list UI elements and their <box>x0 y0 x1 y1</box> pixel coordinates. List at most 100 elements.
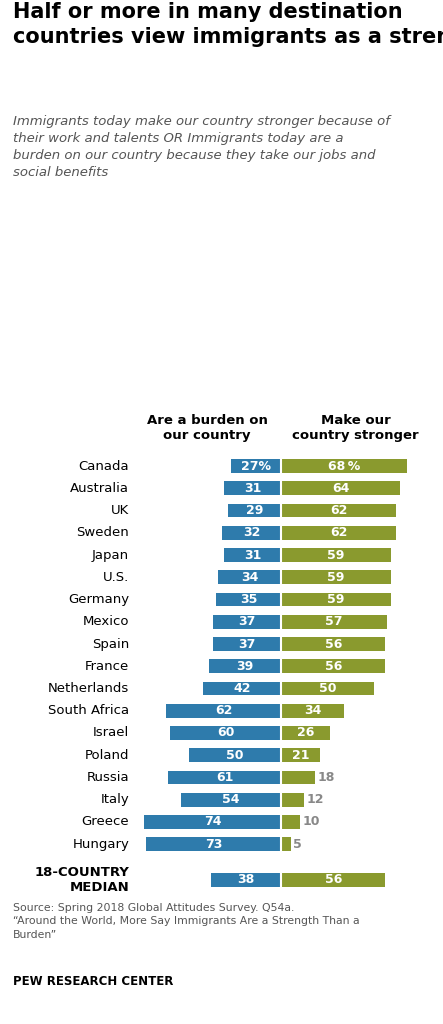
Text: Italy: Italy <box>101 794 129 806</box>
Text: Netherlands: Netherlands <box>48 682 129 695</box>
Text: France: France <box>85 659 129 673</box>
Text: PEW RESEARCH CENTER: PEW RESEARCH CENTER <box>13 975 174 988</box>
Bar <box>181 793 281 807</box>
Text: Make our
country stronger: Make our country stronger <box>292 414 419 441</box>
Text: 12: 12 <box>307 794 324 806</box>
Text: 56: 56 <box>325 873 342 886</box>
Bar <box>228 504 281 517</box>
Bar <box>281 459 408 473</box>
Bar <box>170 726 281 740</box>
Text: 31: 31 <box>244 482 261 495</box>
Text: Germany: Germany <box>68 593 129 606</box>
Text: 62: 62 <box>330 526 347 540</box>
Text: 59: 59 <box>327 593 345 606</box>
Bar <box>222 526 281 540</box>
Bar <box>281 659 385 673</box>
Text: Hungary: Hungary <box>72 838 129 851</box>
Bar <box>281 793 303 807</box>
Text: 68 %: 68 % <box>328 460 361 473</box>
Bar <box>281 872 385 887</box>
Text: 38: 38 <box>237 873 255 886</box>
Text: 54: 54 <box>222 794 240 806</box>
Bar <box>231 459 281 473</box>
Bar <box>281 570 391 585</box>
Bar <box>281 504 396 517</box>
Bar <box>281 838 291 851</box>
Bar <box>281 749 320 762</box>
Text: 5: 5 <box>293 838 302 851</box>
Text: Immigrants today make our country stronger because of
their work and talents OR : Immigrants today make our country strong… <box>13 115 390 178</box>
Text: 31: 31 <box>244 549 261 561</box>
Text: Russia: Russia <box>86 771 129 784</box>
Bar <box>189 749 281 762</box>
Text: Are a burden on
our country: Are a burden on our country <box>147 414 268 441</box>
Text: 50: 50 <box>319 682 336 695</box>
Text: Mexico: Mexico <box>83 615 129 629</box>
Text: Sweden: Sweden <box>77 526 129 540</box>
Bar <box>203 682 281 695</box>
Text: 59: 59 <box>327 570 345 584</box>
Bar <box>166 703 281 718</box>
Text: South Africa: South Africa <box>48 705 129 717</box>
Text: 21: 21 <box>292 749 310 762</box>
Bar <box>281 614 387 629</box>
Text: 35: 35 <box>240 593 257 606</box>
Text: Israel: Israel <box>93 726 129 739</box>
Text: 62: 62 <box>330 504 347 517</box>
Text: 61: 61 <box>216 771 233 784</box>
Bar <box>213 614 281 629</box>
Bar <box>281 726 330 740</box>
Text: 27%: 27% <box>241 460 271 473</box>
Text: Poland: Poland <box>85 749 129 762</box>
Text: 62: 62 <box>215 705 233 717</box>
Text: 18-COUNTRY
MEDIAN: 18-COUNTRY MEDIAN <box>34 865 129 894</box>
Text: 32: 32 <box>243 526 260 540</box>
Text: Spain: Spain <box>92 638 129 650</box>
Text: 39: 39 <box>237 659 254 673</box>
Bar <box>146 838 281 851</box>
Text: 59: 59 <box>327 549 345 561</box>
Text: 10: 10 <box>303 815 320 828</box>
Bar <box>213 637 281 651</box>
Text: Canada: Canada <box>78 460 129 473</box>
Bar <box>281 593 391 606</box>
Text: 50: 50 <box>226 749 244 762</box>
Bar <box>281 481 400 496</box>
Bar <box>211 872 281 887</box>
Bar <box>281 703 344 718</box>
Bar <box>281 526 396 540</box>
Text: 34: 34 <box>241 570 258 584</box>
Text: Japan: Japan <box>92 549 129 561</box>
Text: 26: 26 <box>297 726 314 739</box>
Bar <box>224 548 281 562</box>
Bar <box>216 593 281 606</box>
Text: Greece: Greece <box>82 815 129 828</box>
Text: 18: 18 <box>318 771 335 784</box>
Bar <box>209 659 281 673</box>
Text: 64: 64 <box>332 482 350 495</box>
Text: 37: 37 <box>238 615 256 629</box>
Bar <box>281 771 315 784</box>
Text: 56: 56 <box>325 638 342 650</box>
Bar <box>281 548 391 562</box>
Bar <box>281 637 385 651</box>
Text: 56: 56 <box>325 659 342 673</box>
Bar <box>144 815 281 828</box>
Text: 60: 60 <box>217 726 234 739</box>
Bar <box>281 815 300 828</box>
Text: 29: 29 <box>246 504 263 517</box>
Text: 34: 34 <box>304 705 322 717</box>
Bar <box>224 481 281 496</box>
Text: Source: Spring 2018 Global Attitudes Survey. Q54a.
“Around the World, More Say I: Source: Spring 2018 Global Attitudes Sur… <box>13 903 360 940</box>
Text: Half or more in many destination
countries view immigrants as a strength: Half or more in many destination countri… <box>13 2 443 47</box>
Text: 42: 42 <box>233 682 251 695</box>
Bar <box>168 771 281 784</box>
Text: 37: 37 <box>238 638 256 650</box>
Bar <box>281 682 374 695</box>
Bar <box>218 570 281 585</box>
Text: UK: UK <box>111 504 129 517</box>
Text: 57: 57 <box>326 615 343 629</box>
Text: Australia: Australia <box>70 482 129 495</box>
Text: U.S.: U.S. <box>103 570 129 584</box>
Text: 73: 73 <box>205 838 222 851</box>
